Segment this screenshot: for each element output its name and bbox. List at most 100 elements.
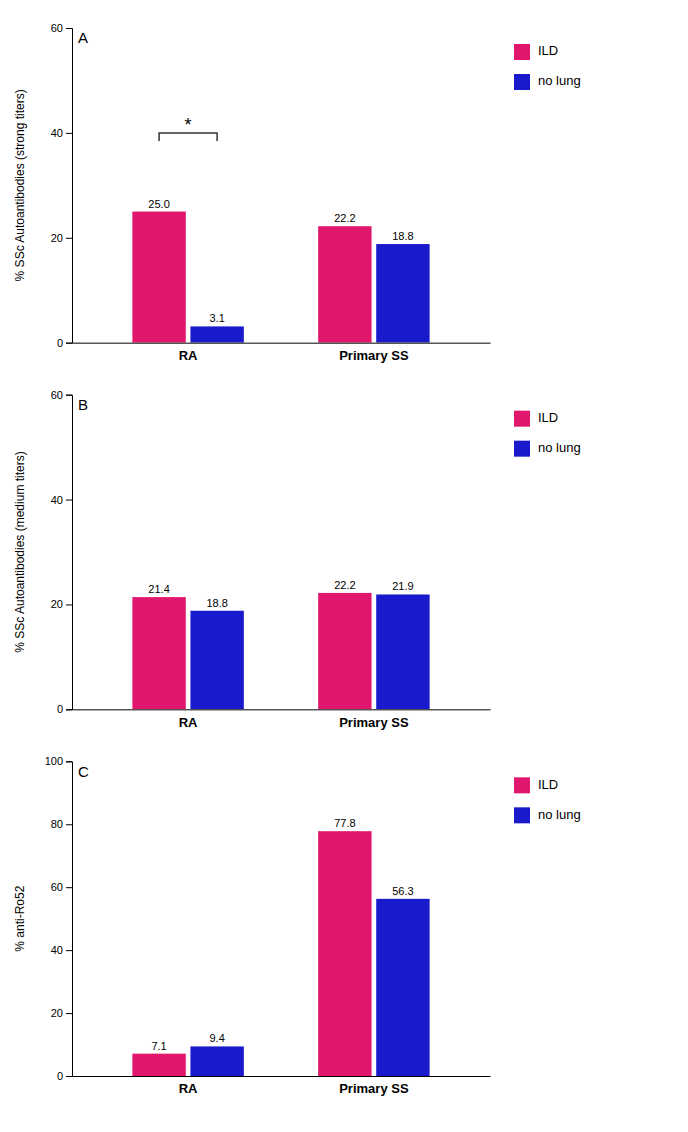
x-tick-label: Primary SS (339, 348, 409, 363)
chart-root: 0 20 40 60 RA Primary SS % SSc Autoantibodies … (0, 0, 688, 1132)
panel: 020406080100RAPrimary SS% anti-Ro52C7.17… (13, 755, 491, 1096)
y-tick-mark (66, 604, 72, 605)
significance: * (159, 115, 217, 141)
y-axis: 020406080100 (45, 755, 73, 1082)
legend-item: ILD (514, 43, 558, 60)
y-tick: 40 (51, 494, 72, 506)
legend-label: no lung (538, 440, 581, 455)
y-tick-mark (66, 824, 72, 825)
x-tick-label: RA (179, 348, 198, 363)
y-tick: 60 (51, 389, 72, 401)
bar (190, 611, 243, 710)
y-tick-label: 0 (57, 703, 63, 715)
y-tick-label: 60 (51, 22, 63, 34)
y-tick-mark (66, 28, 72, 29)
data-label: 22.2 (334, 579, 355, 591)
bars (132, 593, 429, 709)
x-axis: RA Primary SS (73, 343, 491, 363)
x-tick-label: Primary SS (339, 715, 409, 730)
data-label: 21.9 (392, 580, 413, 592)
x-tick: Primary SS (339, 1081, 409, 1096)
y-tick: 0 (57, 703, 72, 715)
y-tick: 80 (51, 818, 72, 830)
y-axis: 0 20 40 60 (51, 22, 73, 349)
y-axis-title: % SSc Autoantibodies (strong titers) (13, 89, 27, 281)
y-tick: 60 (51, 22, 72, 34)
legend: ILD no lung (514, 43, 581, 90)
legend-swatch (514, 441, 530, 457)
y-tick-label: 40 (51, 494, 63, 506)
y-axis-line (66, 762, 73, 1077)
y-tick-mark (66, 887, 72, 888)
data-label: 56.3 (392, 885, 413, 897)
y-tick-mark (66, 709, 72, 710)
bar (132, 597, 185, 709)
y-tick: 0 (57, 1070, 72, 1082)
x-axis-line (73, 1076, 491, 1077)
bar (190, 326, 243, 342)
x-tick: Primary SS (339, 348, 409, 363)
y-tick: 60 (51, 881, 72, 893)
y-tick-mark (66, 1076, 72, 1077)
bar (132, 212, 185, 343)
y-tick-mark (66, 133, 72, 134)
y-tick-label: 0 (57, 337, 63, 349)
y-tick-label: 20 (51, 598, 63, 610)
panel-label: C (78, 763, 89, 780)
y-tick-mark (66, 1013, 72, 1014)
bar (190, 1046, 243, 1076)
legend-label: ILD (538, 410, 558, 425)
x-axis: RAPrimary SS (73, 1077, 491, 1097)
panel: 0 20 40 60 RA Primary SS % SSc Autoantibodies … (13, 389, 491, 730)
x-tick: RA (179, 715, 198, 730)
data-label: 77.8 (334, 817, 355, 829)
y-axis-line (66, 29, 73, 344)
legend: ILD no lung (514, 410, 581, 457)
data-labels: 25.022.23.118.8 (148, 198, 413, 325)
bar (132, 1054, 185, 1076)
x-tick-label: Primary SS (339, 1081, 409, 1096)
y-tick-label: 100 (45, 755, 63, 767)
y-tick-mark (66, 761, 72, 762)
x-axis: RA Primary SS (73, 710, 491, 730)
data-label: 22.2 (334, 212, 355, 224)
panel-label: B (78, 396, 88, 413)
data-label: 18.8 (206, 597, 227, 609)
y-tick-label: 80 (51, 818, 63, 830)
data-label: 9.4 (209, 1032, 224, 1044)
bars (132, 831, 429, 1076)
x-tick: RA (179, 348, 198, 363)
bar (376, 594, 429, 709)
y-tick: 100 (45, 755, 72, 767)
data-label: 21.4 (148, 583, 169, 595)
bar (318, 831, 371, 1076)
y-tick-label: 60 (51, 881, 63, 893)
significance-label: * (185, 115, 192, 135)
y-tick: 20 (51, 232, 72, 244)
y-tick: 0 (57, 337, 72, 349)
y-tick-label: 40 (51, 127, 63, 139)
y-axis-line (66, 395, 73, 710)
bar (376, 899, 429, 1076)
legend-swatch (514, 777, 530, 793)
bar (376, 244, 429, 343)
y-tick-mark (66, 395, 72, 396)
legend-item: no lung (514, 73, 581, 90)
x-axis-line (73, 709, 491, 710)
y-tick-mark (66, 500, 72, 501)
y-tick-label: 20 (51, 232, 63, 244)
y-tick-mark (66, 950, 72, 951)
y-axis-title: % SSc Autoantibodies (medium titers) (13, 451, 27, 652)
panel-label: A (78, 29, 88, 46)
y-axis: 0 20 40 60 (51, 389, 73, 716)
x-tick-label: RA (179, 715, 198, 730)
y-tick-label: 20 (51, 1007, 63, 1019)
legend-item: no lung (514, 440, 581, 457)
panel: 0 20 40 60 RA Primary SS % SSc Autoantibodies … (13, 22, 491, 363)
legend-label: ILD (538, 43, 558, 58)
data-label: 3.1 (209, 312, 224, 324)
data-label: 7.1 (151, 1040, 166, 1052)
legend-swatch (514, 411, 530, 427)
legend: ILDno lung (514, 777, 581, 824)
legend-item: ILD (514, 410, 558, 427)
